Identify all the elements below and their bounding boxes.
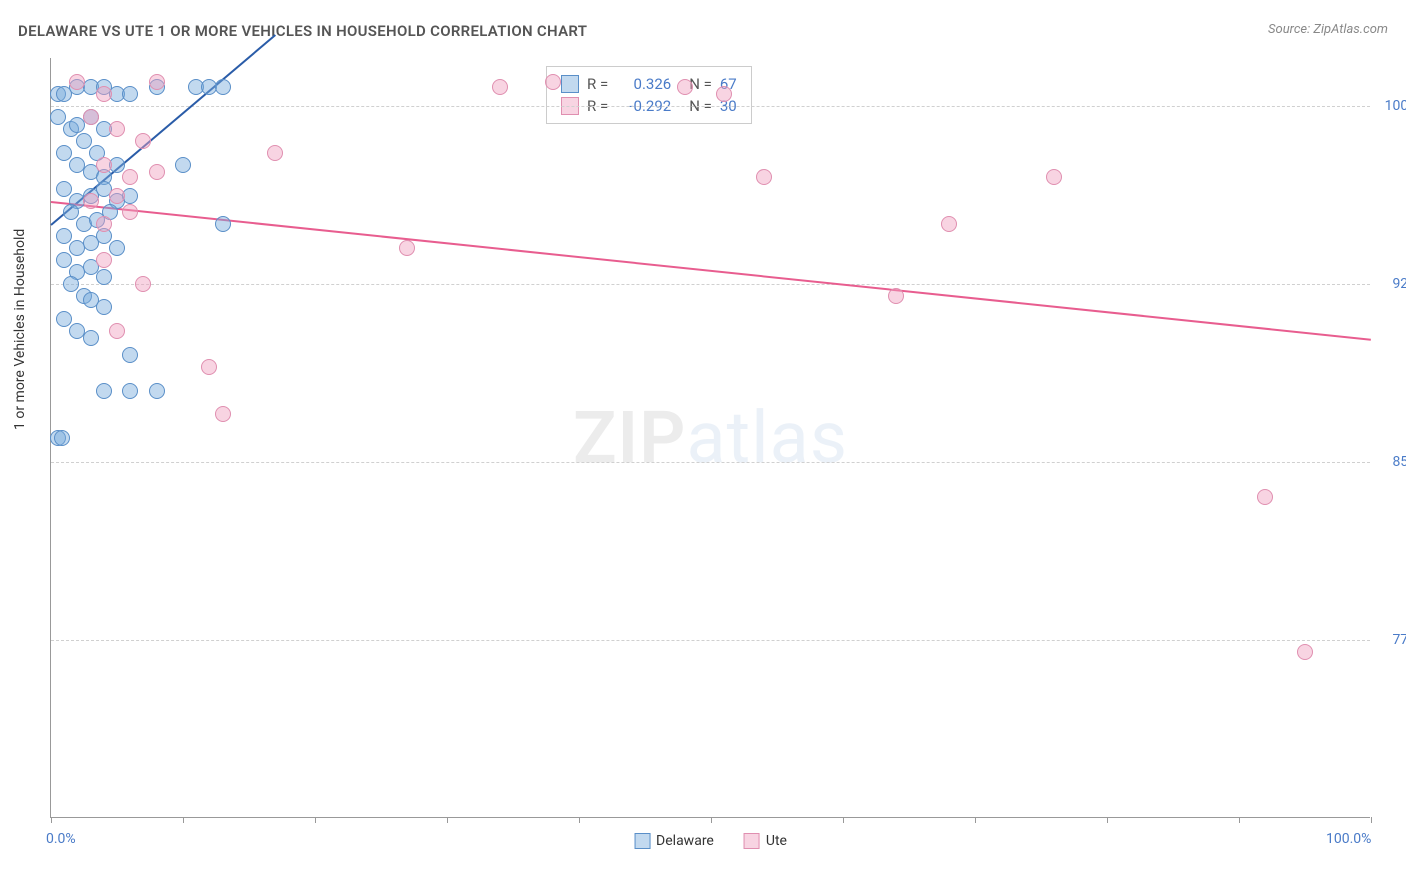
watermark: ZIPatlas bbox=[573, 395, 848, 480]
data-point-ute bbox=[677, 79, 693, 95]
data-point-ute bbox=[1297, 644, 1313, 660]
series-legend-label: Ute bbox=[766, 833, 787, 849]
data-point-delaware bbox=[56, 311, 72, 327]
y-tick-label: 92.5% bbox=[1392, 276, 1406, 292]
data-point-ute bbox=[135, 276, 151, 292]
x-tick bbox=[183, 817, 184, 823]
data-point-ute bbox=[109, 188, 125, 204]
gridline bbox=[51, 640, 1370, 641]
data-point-ute bbox=[109, 121, 125, 137]
data-point-ute bbox=[267, 145, 283, 161]
chart-title: DELAWARE VS UTE 1 OR MORE VEHICLES IN HO… bbox=[18, 22, 587, 40]
data-point-delaware bbox=[122, 347, 138, 363]
data-point-ute bbox=[941, 216, 957, 232]
data-point-ute bbox=[69, 74, 85, 90]
trend-line-ute bbox=[51, 201, 1371, 341]
gridline bbox=[51, 462, 1370, 463]
legend-swatch bbox=[744, 833, 760, 849]
data-point-ute bbox=[109, 323, 125, 339]
x-tick-label: 100.0% bbox=[1326, 831, 1371, 847]
series-legend-item: Delaware bbox=[634, 833, 714, 849]
data-point-ute bbox=[215, 406, 231, 422]
y-tick-label: 100.0% bbox=[1385, 98, 1406, 114]
data-point-ute bbox=[83, 193, 99, 209]
x-tick bbox=[51, 817, 52, 823]
data-point-ute bbox=[149, 74, 165, 90]
data-point-ute bbox=[492, 79, 508, 95]
data-point-ute bbox=[83, 109, 99, 125]
data-point-delaware bbox=[109, 240, 125, 256]
y-tick-label: 77.5% bbox=[1392, 632, 1406, 648]
data-point-ute bbox=[122, 204, 138, 220]
data-point-delaware bbox=[215, 79, 231, 95]
x-tick bbox=[711, 817, 712, 823]
data-point-ute bbox=[96, 252, 112, 268]
data-point-delaware bbox=[56, 228, 72, 244]
data-point-delaware bbox=[54, 430, 70, 446]
data-point-delaware bbox=[122, 383, 138, 399]
watermark-part2: atlas bbox=[686, 395, 848, 480]
data-point-delaware bbox=[76, 133, 92, 149]
series-legend-item: Ute bbox=[744, 833, 787, 849]
data-point-delaware bbox=[63, 204, 79, 220]
legend-swatch bbox=[561, 75, 579, 93]
x-tick-label: 0.0% bbox=[46, 831, 76, 847]
data-point-delaware bbox=[63, 276, 79, 292]
data-point-ute bbox=[149, 164, 165, 180]
data-point-delaware bbox=[56, 252, 72, 268]
data-point-ute bbox=[716, 86, 732, 102]
x-tick bbox=[1371, 817, 1372, 823]
data-point-ute bbox=[545, 74, 561, 90]
gridline bbox=[51, 284, 1370, 285]
data-point-ute bbox=[1046, 169, 1062, 185]
data-point-ute bbox=[96, 86, 112, 102]
watermark-part1: ZIP bbox=[573, 395, 686, 480]
x-tick bbox=[843, 817, 844, 823]
legend-swatch bbox=[634, 833, 650, 849]
x-tick bbox=[315, 817, 316, 823]
series-legend: Delaware Ute bbox=[634, 833, 787, 849]
chart-container: ZIPatlas R =0.326N =67R =-0.292N =30 Del… bbox=[50, 58, 1390, 828]
series-legend-label: Delaware bbox=[656, 833, 714, 849]
data-point-delaware bbox=[96, 299, 112, 315]
x-tick bbox=[579, 817, 580, 823]
gridline bbox=[51, 106, 1370, 107]
data-point-delaware bbox=[50, 109, 66, 125]
data-point-delaware bbox=[96, 269, 112, 285]
x-tick bbox=[1107, 817, 1108, 823]
y-tick-label: 85.0% bbox=[1392, 454, 1406, 470]
legend-r-label: R = bbox=[587, 75, 608, 93]
x-tick bbox=[975, 817, 976, 823]
data-point-delaware bbox=[175, 157, 191, 173]
data-point-delaware bbox=[122, 86, 138, 102]
data-point-delaware bbox=[56, 181, 72, 197]
data-point-delaware bbox=[215, 216, 231, 232]
plot-area: ZIPatlas R =0.326N =67R =-0.292N =30 Del… bbox=[50, 58, 1370, 818]
data-point-ute bbox=[135, 133, 151, 149]
data-point-ute bbox=[201, 359, 217, 375]
data-point-ute bbox=[122, 169, 138, 185]
data-point-ute bbox=[1257, 489, 1273, 505]
data-point-delaware bbox=[149, 383, 165, 399]
data-point-ute bbox=[96, 157, 112, 173]
data-point-ute bbox=[96, 216, 112, 232]
data-point-delaware bbox=[96, 383, 112, 399]
legend-n-label: N = bbox=[689, 75, 712, 93]
y-axis-label: 1 or more Vehicles in Household bbox=[12, 229, 28, 430]
source-attribution: Source: ZipAtlas.com bbox=[1268, 22, 1388, 37]
data-point-ute bbox=[756, 169, 772, 185]
legend-r-value: 0.326 bbox=[616, 75, 671, 93]
legend-row: R =0.326N =67 bbox=[561, 73, 737, 95]
data-point-delaware bbox=[56, 145, 72, 161]
data-point-ute bbox=[888, 288, 904, 304]
data-point-ute bbox=[399, 240, 415, 256]
x-tick bbox=[1239, 817, 1240, 823]
data-point-delaware bbox=[83, 330, 99, 346]
x-tick bbox=[447, 817, 448, 823]
